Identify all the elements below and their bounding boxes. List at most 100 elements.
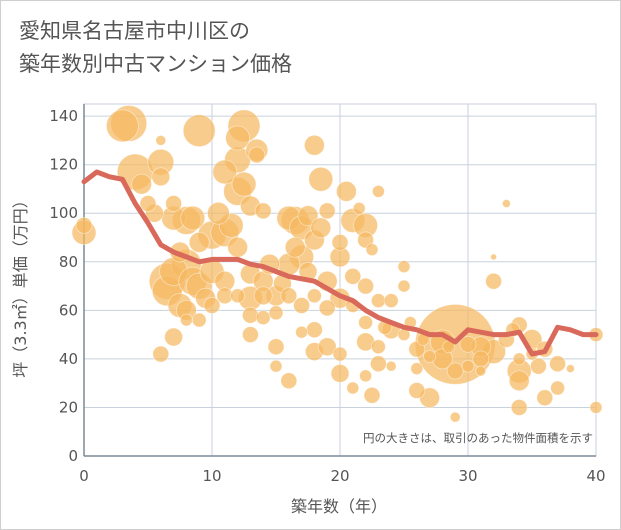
- y-tick-label: 140: [49, 107, 78, 125]
- data-bubble: [330, 364, 350, 383]
- bubble-size-note: 円の大きさは、取引のあった物件面積を示す: [363, 431, 593, 445]
- data-bubble: [182, 114, 216, 148]
- y-tick-label: 120: [49, 156, 78, 174]
- data-bubble: [566, 364, 575, 374]
- data-bubble: [255, 310, 271, 326]
- data-bubble: [485, 272, 503, 290]
- data-bubble: [331, 233, 349, 251]
- y-axis-title: 坪（3.3㎡）単価（万円）: [11, 192, 30, 377]
- data-bubble: [408, 382, 426, 399]
- data-bubble: [297, 205, 319, 227]
- data-bubble: [423, 350, 437, 363]
- y-tick-label: 20: [59, 398, 78, 416]
- data-bubble: [164, 327, 184, 347]
- data-bubble: [397, 260, 411, 274]
- data-bubble: [501, 199, 511, 208]
- chart-title: 愛知県名古屋市中川区の 築年数別中古マンション価格: [19, 19, 292, 76]
- x-tick-label: 20: [330, 467, 349, 485]
- data-bubble: [280, 372, 298, 390]
- data-bubble: [449, 411, 461, 423]
- data-bubble: [446, 362, 464, 380]
- data-bubble: [410, 362, 424, 376]
- y-tick-label: 80: [59, 253, 78, 271]
- data-bubble: [188, 231, 210, 253]
- data-bubble: [370, 293, 386, 309]
- data-bubble: [383, 293, 399, 309]
- data-bubble: [231, 171, 257, 197]
- data-bubble: [550, 380, 565, 396]
- average-price-line: [81, 169, 599, 357]
- data-bubble: [269, 359, 283, 373]
- x-axis-title: 築年数（年）: [291, 497, 387, 516]
- data-bubble: [254, 202, 272, 220]
- data-bubble: [530, 357, 547, 375]
- data-bubble: [397, 279, 411, 293]
- data-bubble: [230, 288, 246, 304]
- data-bubble: [549, 355, 566, 373]
- data-bubble: [106, 109, 139, 143]
- data-bubble: [303, 134, 325, 156]
- bubble-layer: [71, 105, 604, 423]
- y-tick-label: 0: [68, 447, 78, 465]
- data-bubble: [308, 166, 334, 192]
- data-bubble: [75, 216, 93, 234]
- data-bubble: [306, 288, 322, 304]
- y-tick-label: 40: [59, 350, 78, 368]
- data-bubble: [385, 360, 397, 372]
- data-bubble: [203, 297, 221, 314]
- x-tick-label: 30: [458, 467, 477, 485]
- data-bubble: [358, 315, 374, 330]
- data-bubble: [206, 201, 230, 225]
- data-bubble: [317, 337, 337, 357]
- y-tick-label: 60: [59, 301, 78, 319]
- data-bubble: [131, 173, 153, 195]
- data-bubble: [589, 401, 603, 414]
- y-tick-label: 100: [49, 204, 78, 222]
- data-bubble: [369, 355, 387, 373]
- tick-labels: 0 20 40 60 80 100 120 140 0 10 20 30 40: [49, 107, 605, 485]
- data-bubble: [253, 286, 273, 306]
- data-bubble: [370, 339, 386, 355]
- data-bubble: [346, 381, 360, 395]
- data-bubble: [165, 195, 183, 212]
- data-bubble: [268, 305, 284, 321]
- x-tick-label: 40: [586, 467, 605, 485]
- data-bubble: [510, 399, 528, 416]
- data-bubble: [295, 325, 309, 339]
- data-bubble: [318, 202, 336, 220]
- data-bubble: [461, 359, 475, 373]
- data-bubble: [512, 352, 526, 366]
- data-bubble: [335, 180, 357, 202]
- data-bubble: [191, 312, 207, 328]
- data-bubble: [151, 167, 171, 187]
- data-bubble: [508, 370, 530, 392]
- data-bubble: [241, 306, 259, 324]
- data-bubble: [305, 321, 323, 339]
- data-bubble: [363, 386, 381, 404]
- data-bubble: [155, 135, 167, 146]
- data-bubble: [310, 217, 332, 239]
- data-bubble: [225, 125, 251, 151]
- data-bubble: [180, 205, 206, 231]
- x-tick-label: 0: [79, 467, 89, 485]
- data-bubble: [475, 365, 487, 377]
- data-bubble: [212, 159, 238, 185]
- x-tick-label: 10: [202, 467, 221, 485]
- data-bubble: [536, 389, 554, 407]
- data-bubble: [365, 243, 379, 257]
- data-bubble: [267, 338, 285, 356]
- data-bubble: [344, 267, 362, 285]
- data-bubble: [227, 236, 249, 258]
- data-bubble: [472, 350, 490, 368]
- data-bubble: [459, 335, 477, 353]
- data-bubble: [241, 326, 259, 344]
- data-bubble: [280, 287, 298, 305]
- data-bubble: [332, 346, 348, 362]
- data-bubble: [357, 277, 375, 295]
- data-bubble: [318, 299, 336, 317]
- data-bubble: [179, 313, 193, 327]
- grid-lines: [83, 103, 597, 457]
- data-bubble: [359, 369, 373, 383]
- data-bubble: [248, 146, 266, 164]
